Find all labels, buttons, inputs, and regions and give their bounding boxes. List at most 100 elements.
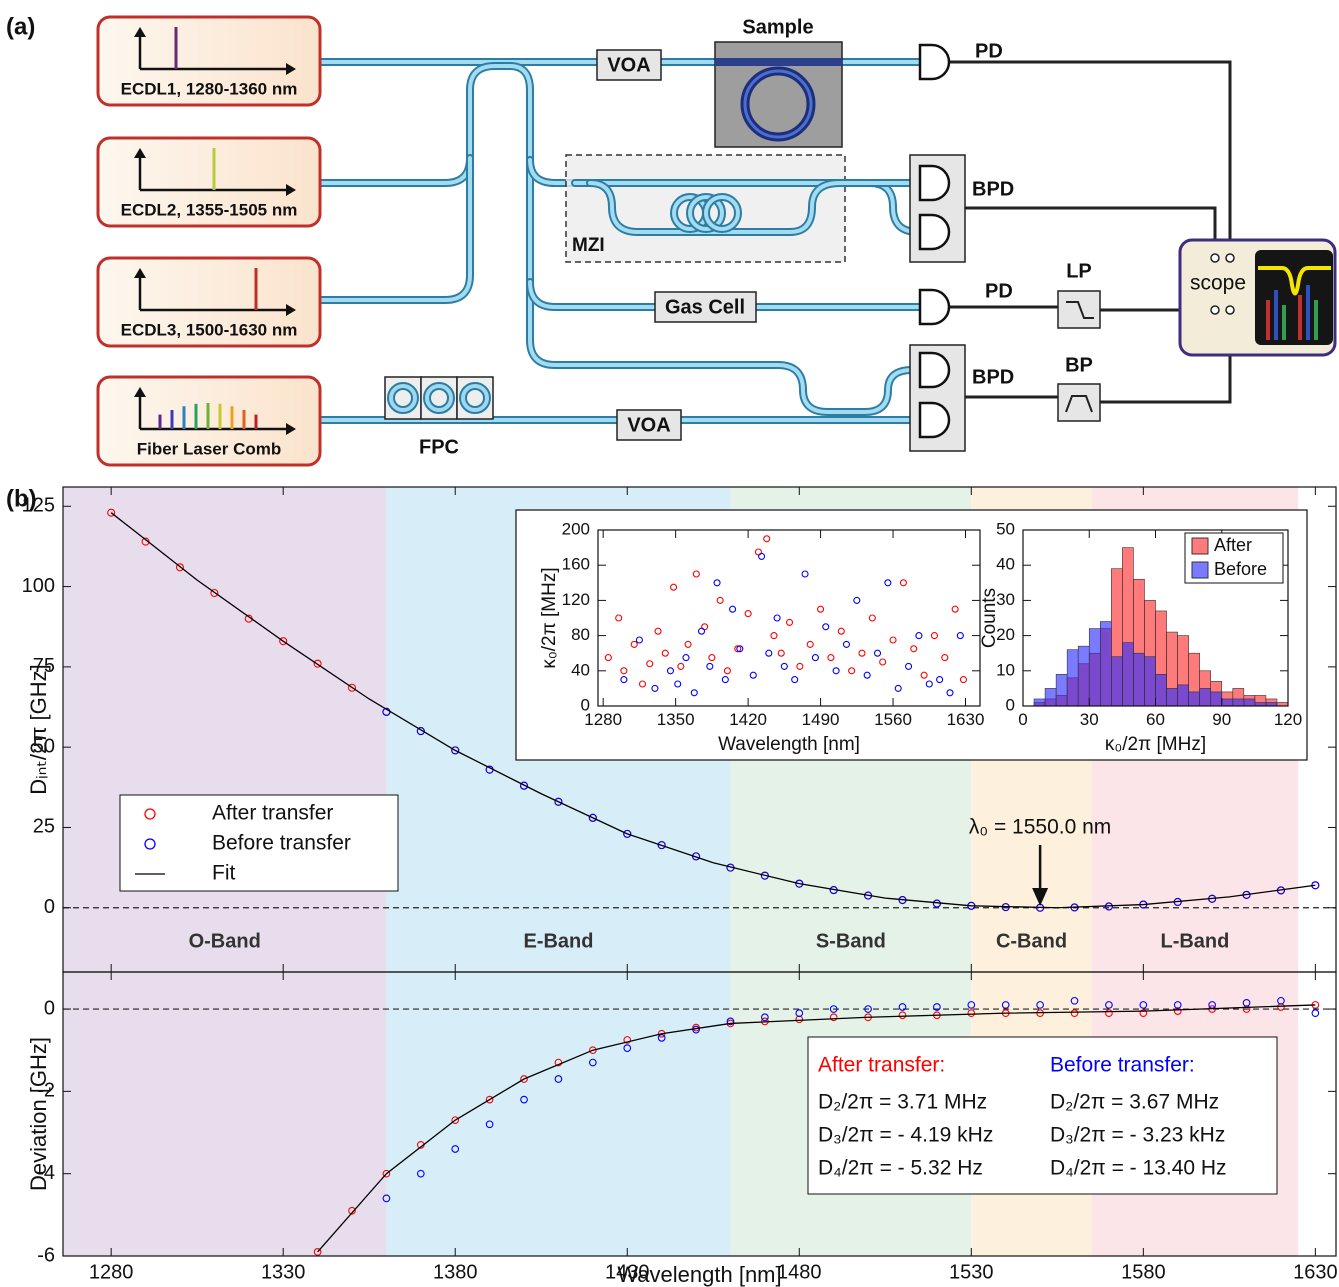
bpd-label: BPD	[972, 366, 1014, 388]
data-point	[1173, 1001, 1182, 1009]
data-point	[785, 618, 794, 626]
x-tick-label: 1630	[1293, 1261, 1338, 1283]
x-tick-label: 1430	[605, 1261, 650, 1283]
wire	[950, 60, 1232, 252]
ring-inner	[743, 69, 813, 139]
legend-swatch	[144, 838, 156, 850]
voa-box	[616, 409, 682, 441]
histogram-bar	[1033, 698, 1046, 707]
y-tick-label: 100	[22, 575, 55, 597]
laser: ECDL2, 1355-1505 nm	[96, 136, 322, 228]
y-tick-label: 200	[562, 519, 590, 538]
x-tick-label: 1380	[433, 1261, 478, 1283]
data-point	[670, 583, 678, 591]
histogram-bar	[1232, 698, 1245, 707]
x-tick-label: 1480	[777, 1261, 822, 1283]
y-tick-label: 20	[996, 625, 1015, 644]
screen-bar	[1266, 300, 1270, 340]
fit-parameter: D₃/2π = - 4.19 kHz	[818, 1124, 993, 1147]
data-point	[313, 659, 322, 668]
data-point	[657, 1034, 666, 1042]
laser: ECDL1, 1280-1360 nm	[96, 15, 322, 107]
x-tick-label: 1280	[584, 710, 622, 729]
data-point	[588, 1058, 597, 1067]
fibers-mzi	[571, 179, 924, 236]
fiber-core	[528, 280, 922, 309]
data-point	[451, 746, 460, 755]
histogram-bar	[1066, 649, 1079, 707]
lp-box	[1057, 290, 1101, 329]
screen-bar	[1298, 295, 1302, 340]
data-point	[485, 1120, 494, 1129]
laser-axis	[138, 391, 292, 431]
y-tick-label: 0	[581, 695, 590, 714]
x-tick-label: 1280	[89, 1261, 134, 1283]
y-tick-label: 40	[571, 660, 590, 679]
data-point	[657, 841, 666, 850]
fiber-core	[528, 158, 577, 185]
data-point	[623, 829, 632, 838]
legend-swatch	[144, 808, 156, 820]
data-point	[801, 570, 809, 578]
data-point	[1311, 1009, 1320, 1018]
data-point	[604, 654, 612, 662]
data-point	[451, 1145, 460, 1153]
data-point	[915, 632, 923, 640]
band-label: L-Band	[1160, 930, 1229, 952]
data-point	[811, 654, 819, 662]
voa-label: VOA	[627, 414, 670, 436]
x-tick-label: 1490	[802, 710, 840, 729]
laser-box	[96, 136, 322, 228]
data-point	[1070, 996, 1079, 1005]
data-point	[848, 667, 856, 675]
data-point	[313, 1248, 322, 1256]
y-tick-label: 30	[996, 590, 1015, 609]
data-point	[175, 563, 185, 572]
legend-label: Fit	[212, 862, 235, 885]
legend-label: Before	[1214, 559, 1267, 579]
legend-label: Before transfer	[212, 832, 351, 855]
y-tick-label: 0	[44, 997, 55, 1019]
laser: ECDL3, 1500-1630 nm	[96, 256, 322, 348]
data-point	[279, 637, 288, 646]
data-point	[853, 596, 861, 604]
data-point	[1139, 1009, 1148, 1018]
y-axis-label: κ₀/2π [MHz]	[539, 567, 560, 668]
y-tick-label: 50	[33, 735, 55, 757]
histogram-bar	[1221, 698, 1234, 707]
bp-box	[1057, 383, 1101, 422]
x-tick-label: 1530	[949, 1261, 994, 1283]
data-point	[451, 1116, 460, 1125]
data-point	[827, 654, 835, 662]
data-point	[734, 645, 742, 653]
detectors	[918, 43, 951, 439]
lp-label: LP	[1066, 260, 1092, 282]
data-point	[726, 1017, 735, 1026]
laser: Fiber Laser Comb	[96, 375, 322, 467]
fpc-loop	[389, 384, 417, 412]
band-label: E-Band	[523, 930, 593, 952]
data-point	[708, 654, 716, 662]
data-point	[898, 1011, 907, 1020]
photodetector	[918, 213, 951, 251]
data-point	[956, 632, 964, 640]
data-point	[829, 1005, 838, 1013]
photodetector	[918, 401, 951, 439]
band-region	[63, 972, 387, 1256]
data-point	[723, 667, 731, 675]
histogram-bar	[1210, 691, 1223, 707]
data-point	[894, 684, 902, 692]
y-tick-label: -6	[37, 1244, 55, 1266]
data-point	[868, 614, 876, 622]
data-point	[873, 649, 882, 657]
data-point	[348, 1206, 356, 1215]
voa-box	[596, 49, 662, 81]
data-point	[933, 1003, 941, 1011]
x-tick-label: 1580	[1121, 1261, 1166, 1283]
data-point	[554, 1075, 563, 1083]
data-point	[822, 623, 830, 631]
data-point	[905, 662, 913, 670]
bp-label: BP	[1065, 354, 1093, 376]
data-point	[941, 654, 949, 662]
data-point	[959, 676, 967, 684]
